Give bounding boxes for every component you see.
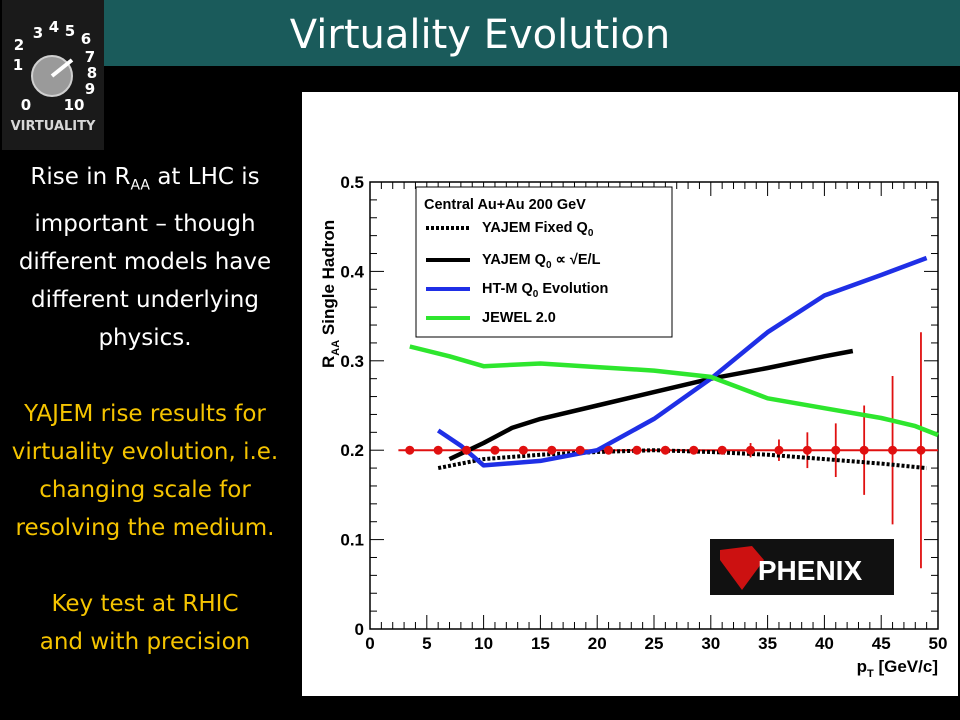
y-tick-label: 0.3 bbox=[340, 352, 364, 371]
slide-title: Virtuality Evolution bbox=[289, 12, 671, 58]
phenix-data-point bbox=[831, 445, 841, 455]
x-tick-label: 0 bbox=[365, 634, 374, 653]
series-line-2 bbox=[436, 255, 928, 468]
x-tick-label: 10 bbox=[474, 634, 493, 653]
phenix-data-point bbox=[462, 445, 472, 455]
x-tick-label: 25 bbox=[645, 634, 664, 653]
phenix-data-point bbox=[632, 445, 642, 455]
x-tick-label: 40 bbox=[815, 634, 834, 653]
dial-number: 6 bbox=[81, 30, 91, 48]
phenix-logo-text: PHENIX bbox=[758, 555, 863, 586]
title-bar bbox=[104, 0, 960, 66]
phenix-data-point bbox=[490, 445, 500, 455]
phenix-data-point bbox=[660, 445, 670, 455]
x-tick-label: 50 bbox=[929, 634, 948, 653]
y-tick-label: 0.4 bbox=[340, 262, 364, 281]
superman-shield-icon bbox=[720, 546, 764, 590]
logo-label: VIRTUALITY bbox=[11, 119, 96, 134]
x-tick-label: 5 bbox=[422, 634, 431, 653]
phenix-data-point bbox=[774, 445, 784, 455]
dial-number: 4 bbox=[49, 18, 59, 36]
phenix-data-point bbox=[888, 445, 898, 455]
dial-number: 0 bbox=[21, 96, 31, 114]
y-tick-label: 0.2 bbox=[340, 441, 364, 460]
x-axis-label: pT [GeV/c] bbox=[857, 657, 938, 680]
legend-entry: YAJEM Fixed Q0 bbox=[482, 220, 594, 239]
phenix-data-point bbox=[575, 445, 585, 455]
dial-number: 8 bbox=[87, 64, 97, 82]
phenix-data-point bbox=[405, 445, 415, 455]
x-tick-label: 15 bbox=[531, 634, 550, 653]
dial-number: 3 bbox=[33, 24, 43, 42]
legend-entry: HT-M Q0 Evolution bbox=[482, 281, 608, 300]
dial-number: 1 bbox=[13, 56, 23, 74]
dial-number: 9 bbox=[85, 80, 95, 98]
x-tick-label: 45 bbox=[872, 634, 891, 653]
x-tick-label: 20 bbox=[588, 634, 607, 653]
phenix-data-point bbox=[689, 445, 699, 455]
phenix-data-point bbox=[433, 445, 443, 455]
phenix-data-point bbox=[859, 445, 869, 455]
phenix-data-point bbox=[547, 445, 557, 455]
left-text-block: Rise in RAA at LHC is important – though… bbox=[0, 158, 290, 661]
paragraph-2: YAJEM rise results for virtuality evolut… bbox=[11, 400, 279, 541]
paragraph-3-line-2: and with precision bbox=[39, 628, 251, 655]
legend-entry: YAJEM Q0 ∝ √E/L bbox=[482, 252, 601, 271]
phenix-data-point bbox=[746, 445, 756, 455]
dial-number: 5 bbox=[65, 22, 75, 40]
y-tick-label: 0.5 bbox=[340, 173, 364, 192]
dial-number: 10 bbox=[64, 96, 85, 114]
x-tick-label: 35 bbox=[758, 634, 777, 653]
phenix-data-point bbox=[717, 445, 727, 455]
phenix-data-point bbox=[518, 445, 528, 455]
legend-header: Central Au+Au 200 GeV bbox=[424, 197, 586, 213]
x-tick-label: 30 bbox=[701, 634, 720, 653]
legend-entry: JEWEL 2.0 bbox=[482, 310, 556, 326]
series-line-0 bbox=[437, 448, 927, 471]
raa-chart: 0 5 10 15 20 25 30 35 40 45 50 0 0.1 0.2 0.3 0.4 0.5 pT [… bbox=[319, 173, 948, 680]
paragraph-1: Rise in RAA at LHC is important – though… bbox=[18, 164, 272, 351]
series-line-1 bbox=[448, 348, 854, 462]
dial-number: 2 bbox=[14, 36, 24, 54]
phenix-logo: PHENIX bbox=[710, 539, 894, 595]
y-tick-label: 0 bbox=[355, 620, 364, 639]
series-line-3 bbox=[409, 344, 939, 438]
y-axis-label: RAA Single Hadron bbox=[319, 220, 342, 368]
paragraph-3-line-1: Key test at RHIC bbox=[51, 590, 239, 617]
phenix-data-point bbox=[802, 445, 812, 455]
y-tick-label: 0.1 bbox=[340, 531, 364, 550]
dial-number: 7 bbox=[85, 48, 95, 66]
legend: Central Au+Au 200 GeV YAJEM Fixed Q0 YAJEM… bbox=[415, 186, 673, 338]
phenix-data-point bbox=[916, 445, 926, 455]
phenix-data-point bbox=[604, 445, 614, 455]
virtuality-dial-logo: 3 4 5 6 7 2 8 1 9 0 10 VIRTUALITY bbox=[2, 0, 104, 150]
